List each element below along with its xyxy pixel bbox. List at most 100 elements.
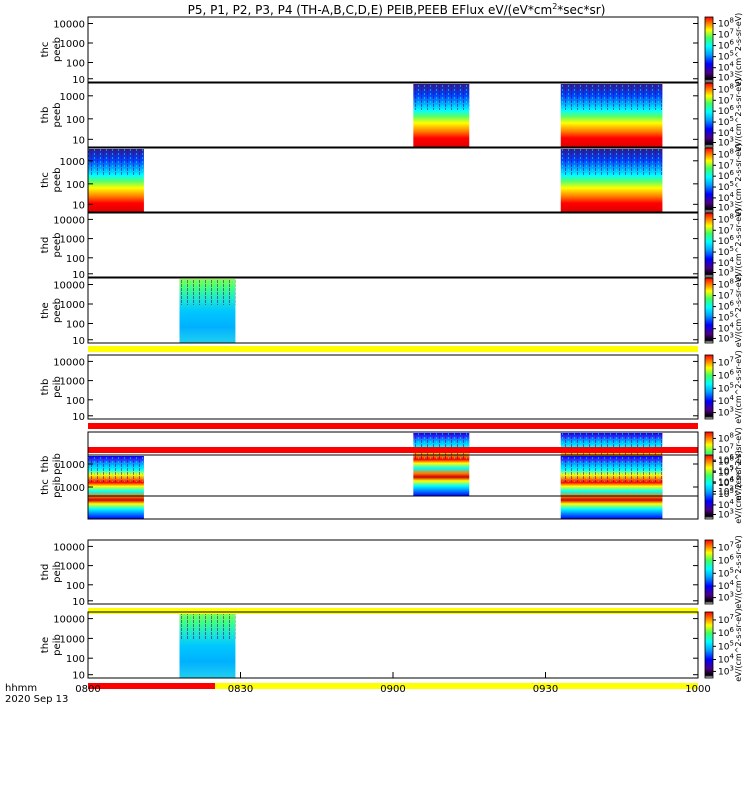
colorbar-tick-exponent: 4 [729, 475, 734, 483]
y-tick-label: 1000 [60, 377, 85, 388]
colorbar-unit-label: eV/(cm^2-s-sr-eV) [734, 608, 743, 681]
colorbar [704, 82, 714, 148]
time-axis-unit-label: hhmm [5, 683, 37, 694]
colorbar-tick-label: 103 [718, 406, 734, 419]
colorbar-tick-exponent: 5 [729, 639, 733, 647]
y-tick-label: 10000 [53, 281, 85, 292]
y-tick-label: 10000 [53, 20, 85, 31]
colorbar-tick-exponent: 5 [729, 115, 733, 123]
colorbar-unit-label: eV/(cm^2-s-sr-eV) [734, 208, 743, 281]
colorbar-tick-exponent: 6 [729, 553, 734, 561]
colorbar-tick-exponent: 6 [729, 300, 734, 308]
colorbar-tick-exponent: 5 [729, 50, 733, 58]
colorbar-tick-exponent: 6 [729, 169, 734, 177]
colorbar-tick-exponent: 4 [729, 653, 734, 661]
y-tick-label: 10 [72, 270, 85, 281]
colorbar-tick-exponent: 8 [729, 17, 733, 25]
panel-label-probe: the [40, 302, 51, 318]
colorbar-unit-label: eV/(cm^2-s-sr-eV) [734, 274, 743, 347]
panel-frame [87, 539, 699, 605]
x-tick-label: 1000 [685, 684, 710, 695]
colorbar-tick-label: 106 [718, 626, 734, 639]
y-tick-label: 10 [72, 200, 85, 211]
panel-label-probe: thd [40, 564, 51, 581]
colorbar-unit-label: eV/(cm^2-s-sr-eV) [734, 350, 743, 423]
colorbar-tick-exponent: 7 [729, 223, 733, 231]
spectrogram-texture [560, 84, 663, 110]
colorbar-tick-exponent: 5 [729, 566, 733, 574]
colorbar-tick-exponent: 5 [729, 464, 733, 472]
colorbar-tick-exponent: 3 [729, 664, 733, 672]
y-tick-label: 10 [72, 336, 85, 347]
spectrogram-texture [179, 613, 236, 639]
panel-label-product: peeb [52, 37, 63, 62]
colorbar-tick-exponent: 6 [729, 368, 734, 376]
colorbar-tick-exponent: 7 [729, 158, 733, 166]
title-superscript: 2 [552, 2, 558, 11]
quality-flag-bar [88, 447, 698, 453]
colorbar-tick-exponent: 3 [729, 201, 733, 209]
panel-label-product: peib [52, 376, 63, 398]
colorbar-tick-exponent: 8 [729, 431, 733, 439]
y-tick-label: 10000 [53, 357, 85, 368]
panel-frame [87, 354, 699, 420]
y-tick-label: 10 [72, 75, 85, 86]
y-tick-label: 100 [66, 396, 85, 407]
panel-label-probe: thb [40, 456, 51, 473]
panel-label-product: peeb [52, 233, 63, 258]
panel-label-probe: thc [40, 42, 51, 58]
y-tick-label: 100 [66, 654, 85, 665]
colorbar-tick-exponent: 6 [729, 626, 734, 634]
panel-label-product: peib [52, 453, 63, 475]
colorbar [704, 16, 714, 83]
colorbar-tick-exponent: 6 [729, 476, 734, 484]
y-tick-label: 10 [72, 671, 85, 682]
colorbar-unit-label: eV/(cm^2-s-sr-eV) [734, 13, 743, 86]
panel-label-probe: the [40, 637, 51, 653]
spectrogram-texture [88, 149, 144, 175]
colorbar [704, 147, 714, 213]
colorbar-tick-exponent: 8 [729, 147, 733, 155]
panel-label-probe: thb [40, 379, 51, 396]
colorbar-tick-exponent: 5 [729, 180, 733, 188]
y-tick-label: 100 [66, 180, 85, 191]
colorbar-tick-exponent: 3 [729, 591, 733, 599]
colorbar [704, 212, 714, 278]
colorbar-tick-exponent: 4 [729, 256, 734, 264]
colorbar-tick-exponent: 3 [729, 136, 733, 144]
y-tick-label: 1000 [60, 483, 85, 494]
colorbar-tick-exponent: 5 [729, 487, 733, 495]
spectrogram-texture [560, 456, 663, 482]
colorbar-tick-exponent: 4 [729, 126, 734, 134]
quality-flag-bar [88, 423, 698, 429]
y-tick-label: 1000 [60, 562, 85, 573]
colorbar-tick-exponent: 7 [729, 613, 733, 621]
y-tick-label: 100 [66, 115, 85, 126]
colorbar [704, 611, 714, 679]
colorbar-tick-exponent: 7 [729, 93, 733, 101]
colorbar-unit-label: eV/(cm^2-s-sr-eV) [734, 78, 743, 151]
time-axis-date-label: 2020 Sep 13 [5, 694, 68, 705]
colorbar-tick-exponent: 4 [729, 579, 734, 587]
spectrogram-texture [88, 456, 144, 482]
colorbar-tick-label: 106 [718, 553, 734, 566]
panel-label-product: peeb [52, 298, 63, 323]
panel-frame [87, 147, 699, 213]
colorbar-tick-exponent: 8 [729, 454, 733, 462]
colorbar-tick-exponent: 7 [729, 356, 733, 364]
spectrogram-texture [179, 279, 236, 305]
colorbar-tick-exponent: 8 [729, 212, 733, 220]
colorbar-tick-exponent: 7 [729, 541, 733, 549]
y-tick-label: 10000 [53, 542, 85, 553]
panel-label-probe: thd [40, 237, 51, 254]
colorbar-tick-exponent: 4 [729, 191, 734, 199]
colorbar-tick-exponent: 6 [729, 104, 734, 112]
y-tick-label: 1000 [60, 39, 85, 50]
